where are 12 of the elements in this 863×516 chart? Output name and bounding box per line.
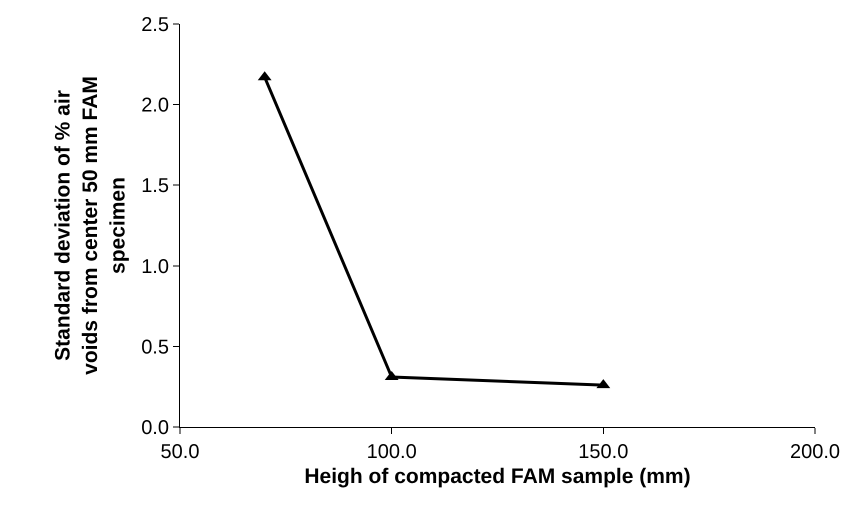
y-tick-label: 1.5 xyxy=(141,175,169,198)
y-tick-label: 0.0 xyxy=(141,417,169,439)
x-tick-label: 100.0 xyxy=(366,441,417,463)
y-tick-label: 2.0 xyxy=(141,94,169,117)
x-axis-title: Heigh of compacted FAM sample (mm) xyxy=(304,465,691,488)
y-tick-label: 0.5 xyxy=(141,336,169,358)
x-tick-label: 50.0 xyxy=(160,441,200,463)
y-tick-label: 2.5 xyxy=(141,14,169,36)
x-tick-label: 150.0 xyxy=(578,441,628,463)
x-tick-label: 200.0 xyxy=(790,441,840,463)
y-tick-label: 1.0 xyxy=(141,256,169,278)
y-axis-title: Standard deviation of % air voids from center 50 mm FAM specimen xyxy=(52,76,130,375)
